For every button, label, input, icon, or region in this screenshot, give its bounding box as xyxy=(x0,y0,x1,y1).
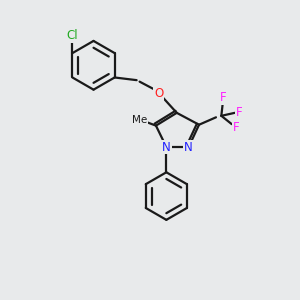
Text: N: N xyxy=(184,140,193,154)
Text: Cl: Cl xyxy=(67,29,78,42)
Text: O: O xyxy=(154,87,164,100)
Text: N: N xyxy=(162,140,171,154)
Text: Me: Me xyxy=(132,115,147,125)
Text: F: F xyxy=(220,92,226,104)
Text: F: F xyxy=(233,121,239,134)
Text: F: F xyxy=(236,106,242,119)
